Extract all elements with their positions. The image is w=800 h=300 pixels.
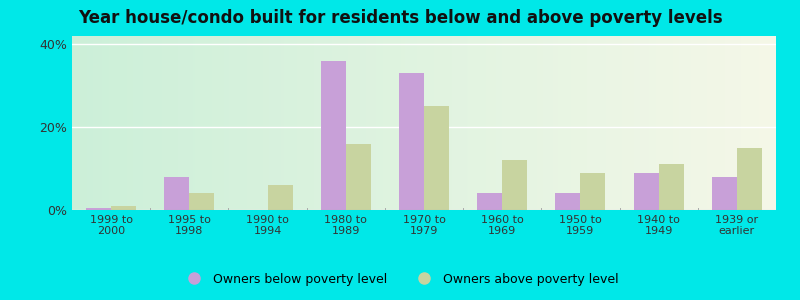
- Bar: [555, 194, 581, 210]
- Bar: [581, 173, 606, 210]
- Text: Year house/condo built for residents below and above poverty levels: Year house/condo built for residents bel…: [78, 9, 722, 27]
- Bar: [502, 160, 527, 210]
- Bar: [86, 208, 111, 210]
- Bar: [321, 61, 346, 210]
- Bar: [477, 194, 502, 210]
- Bar: [267, 185, 293, 210]
- Bar: [424, 106, 449, 210]
- Bar: [712, 177, 737, 210]
- Bar: [634, 173, 658, 210]
- Bar: [111, 206, 136, 210]
- Bar: [737, 148, 762, 210]
- Bar: [190, 194, 214, 210]
- Bar: [399, 73, 424, 210]
- Legend: Owners below poverty level, Owners above poverty level: Owners below poverty level, Owners above…: [176, 268, 624, 291]
- Bar: [346, 144, 371, 210]
- Bar: [658, 164, 684, 210]
- Bar: [164, 177, 190, 210]
